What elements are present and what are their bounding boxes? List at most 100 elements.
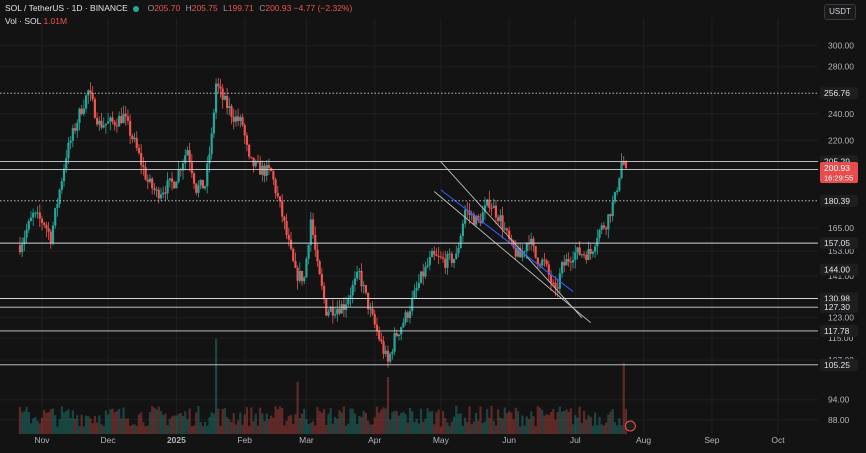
symbol-label[interactable]: SOL / TetherUS · 1D · BINANCE bbox=[5, 3, 128, 13]
candle-body bbox=[89, 90, 92, 93]
channel-lower-line bbox=[433, 191, 591, 324]
volume-bar bbox=[360, 417, 363, 434]
candle-body bbox=[98, 120, 101, 125]
volume-bar bbox=[190, 426, 193, 434]
candle-body bbox=[252, 157, 255, 167]
candle-body bbox=[461, 223, 464, 237]
candle-body bbox=[124, 113, 127, 117]
volume-bar bbox=[157, 406, 160, 434]
candle-body bbox=[102, 125, 105, 128]
candle-body bbox=[168, 178, 171, 181]
volume-bar bbox=[406, 422, 409, 434]
descending-channel bbox=[433, 161, 591, 324]
x-tick-label: 2025 bbox=[167, 435, 186, 445]
candle-body bbox=[329, 307, 332, 312]
volume-bar bbox=[347, 423, 350, 434]
candle-body bbox=[547, 264, 550, 275]
candle-body bbox=[532, 238, 535, 246]
volume-bar bbox=[186, 419, 189, 434]
channel-upper-line bbox=[440, 161, 583, 318]
volume-bar bbox=[523, 425, 526, 434]
candle-body bbox=[259, 161, 262, 175]
candle-body bbox=[263, 165, 266, 176]
candle-body bbox=[525, 243, 528, 252]
volume-bar bbox=[441, 411, 445, 434]
candle-body bbox=[430, 250, 434, 258]
y-tick-label: 165.00 bbox=[828, 223, 854, 233]
candle-body bbox=[554, 282, 557, 288]
volume-bar bbox=[402, 411, 405, 434]
candle-body bbox=[594, 246, 597, 252]
volume-bar bbox=[184, 411, 187, 434]
candle-body bbox=[188, 150, 191, 163]
event-flag-icon bbox=[624, 420, 636, 432]
candle-body bbox=[226, 95, 229, 109]
volume-bar bbox=[283, 425, 286, 434]
volume-bar bbox=[265, 413, 268, 434]
volume-bar bbox=[437, 409, 440, 434]
volume-bar bbox=[512, 419, 515, 434]
volume-bar bbox=[481, 423, 484, 434]
volume-bar bbox=[342, 406, 345, 434]
volume-bar bbox=[305, 419, 308, 434]
price-levels bbox=[0, 92, 818, 366]
volume-bar bbox=[162, 414, 165, 434]
volume-bar bbox=[413, 422, 416, 434]
volume-bar bbox=[344, 425, 348, 434]
candle-body bbox=[327, 311, 330, 316]
volume-bar bbox=[303, 408, 306, 434]
candle-body bbox=[338, 308, 341, 314]
price-level-badge bbox=[820, 237, 858, 250]
candle-body bbox=[384, 350, 387, 354]
x-tick-label: Apr bbox=[368, 435, 381, 445]
volume-bar bbox=[217, 408, 220, 434]
candle-body bbox=[322, 285, 326, 299]
volume-bar bbox=[605, 422, 608, 434]
candle-body bbox=[118, 115, 121, 127]
volume-bar bbox=[287, 415, 290, 434]
volume-bar bbox=[84, 415, 88, 434]
volume-bar bbox=[607, 414, 610, 434]
currency-selector[interactable]: USDT bbox=[824, 4, 856, 20]
candle-body bbox=[455, 253, 458, 259]
open-label: O bbox=[147, 3, 155, 13]
candle-body bbox=[571, 259, 575, 263]
volume-bar bbox=[272, 417, 275, 434]
volume-bar bbox=[408, 407, 412, 434]
volume-bar bbox=[486, 408, 489, 434]
last-price-label: 200.93 bbox=[824, 163, 850, 173]
candle-body bbox=[151, 178, 154, 189]
volume-label[interactable]: Vol · SOL bbox=[5, 16, 42, 26]
volume-bar bbox=[455, 405, 458, 434]
candle-body bbox=[567, 259, 570, 262]
volume-bar bbox=[107, 414, 110, 434]
volume-bar bbox=[587, 415, 590, 434]
candle-body bbox=[391, 351, 394, 354]
candle-body bbox=[552, 282, 555, 284]
candle-body bbox=[404, 312, 407, 323]
volume-bar bbox=[450, 421, 453, 434]
volume-bar bbox=[80, 414, 83, 434]
volume-bar bbox=[479, 406, 482, 434]
volume-bar bbox=[419, 408, 423, 434]
candle-body bbox=[331, 307, 334, 316]
candle-body bbox=[190, 162, 193, 174]
volume-bar bbox=[241, 424, 244, 434]
candle-body bbox=[563, 262, 566, 266]
volume-bar bbox=[144, 426, 147, 434]
volume-bar bbox=[371, 424, 374, 434]
candle-body bbox=[367, 292, 370, 310]
candle-body bbox=[435, 254, 438, 256]
x-tick-label: Feb bbox=[237, 435, 252, 445]
candle-body bbox=[232, 116, 235, 122]
price-level-label: 256.76 bbox=[824, 88, 850, 98]
candle-body bbox=[192, 173, 196, 184]
candle-body bbox=[521, 251, 524, 258]
volume-bar bbox=[248, 425, 251, 434]
volume-bar bbox=[276, 409, 279, 434]
volume-bar bbox=[552, 409, 555, 434]
volume-bar bbox=[45, 412, 48, 434]
volume-bar bbox=[463, 417, 467, 434]
